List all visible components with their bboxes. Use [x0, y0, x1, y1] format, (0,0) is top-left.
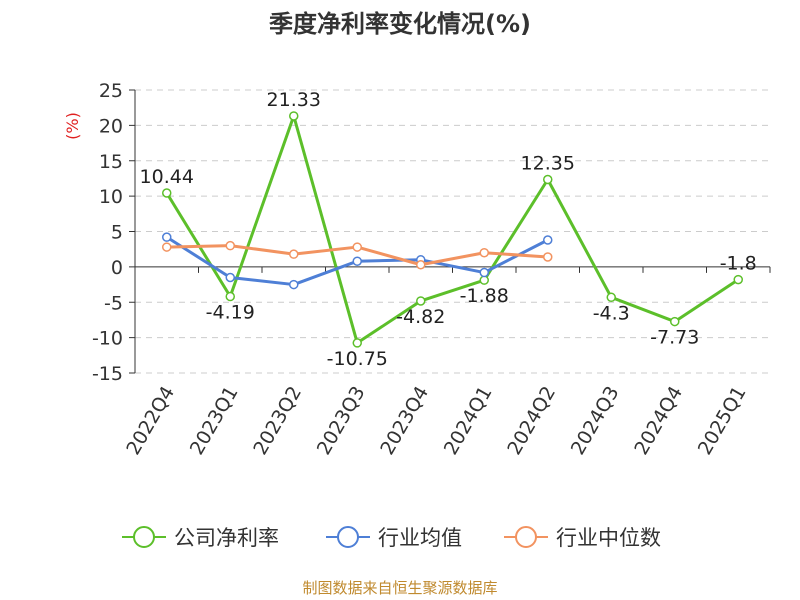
chart-title: 季度净利率变化情况(%): [269, 10, 531, 38]
legend-marker: [337, 526, 359, 548]
y-tick-label: 5: [111, 222, 123, 244]
data-label: 12.35: [521, 152, 575, 174]
data-label: 10.44: [140, 166, 194, 188]
data-point: [225, 240, 235, 251]
x-tick-label: 2022Q4: [122, 383, 179, 459]
data-point: [416, 296, 426, 306]
y-tick-label: -15: [92, 363, 123, 385]
legend-label-3: 行业中位数: [556, 526, 661, 550]
y-tick-label: -10: [92, 328, 123, 350]
x-tick-label: 2024Q4: [630, 383, 687, 459]
data-point: [352, 338, 362, 348]
data-point: [416, 260, 426, 270]
legend-label-2: 行业均值: [378, 526, 462, 550]
data-point: [225, 291, 235, 302]
data-point: [352, 256, 362, 266]
data-point: [162, 232, 172, 242]
legend-marker: [133, 526, 155, 548]
data-label: -4.82: [396, 306, 445, 328]
y-tick-label: 20: [99, 115, 123, 137]
x-tick-label: 2024Q2: [503, 383, 560, 459]
data-point: [543, 174, 553, 185]
series-line-1: [165, 114, 740, 345]
data-point: [543, 235, 553, 245]
y-tick-label: 25: [99, 80, 123, 102]
data-point: [225, 272, 235, 283]
y-tick-label: -5: [104, 292, 123, 314]
legend-marker: [515, 526, 537, 548]
data-label: -10.75: [327, 348, 388, 370]
data-point: [606, 292, 616, 303]
data-label: -4.3: [593, 302, 630, 324]
data-label: -1.8: [720, 253, 757, 275]
data-point: [352, 242, 362, 252]
x-tick-label: 2023Q1: [186, 383, 243, 459]
data-label: -4.19: [206, 302, 255, 324]
y-tick-label: 15: [99, 151, 123, 173]
data-label: -1.88: [460, 285, 509, 307]
x-tick-label: 2023Q4: [376, 383, 433, 459]
data-point: [162, 188, 172, 198]
data-point: [543, 252, 553, 262]
gridlines: [135, 89, 770, 374]
data-label: -7.73: [650, 327, 699, 349]
legend-label-1: 公司净利率: [174, 526, 279, 550]
x-tick-label: 2024Q1: [440, 383, 497, 459]
data-point: [479, 275, 489, 285]
data-point: [670, 316, 680, 327]
data-labels: 10.44 -4.19 21.33 -10.75 -4.82 -1.88 12.35 -4.3…: [140, 89, 757, 370]
data-point: [289, 249, 299, 259]
legend: 公司净利率 行业均值 行业中位数: [122, 526, 661, 550]
source-note: 制图数据来自恒生聚源数据库: [302, 579, 497, 597]
series-lines: [162, 111, 743, 348]
data-point: [289, 111, 299, 121]
y-tick-label: 10: [99, 186, 123, 208]
data-point: [162, 242, 172, 252]
data-point: [479, 267, 489, 278]
data-point: [479, 247, 489, 258]
data-label: 21.33: [267, 89, 321, 111]
data-point: [733, 274, 743, 285]
x-tick-label: 2025Q1: [694, 383, 751, 459]
x-tick-label: 2023Q3: [313, 383, 370, 459]
y-axis-unit: (%): [63, 112, 82, 140]
data-point: [289, 279, 299, 290]
x-tick-label: 2023Q2: [249, 383, 306, 459]
x-tick-label: 2024Q3: [567, 383, 624, 459]
y-tick-label: 0: [111, 257, 123, 279]
